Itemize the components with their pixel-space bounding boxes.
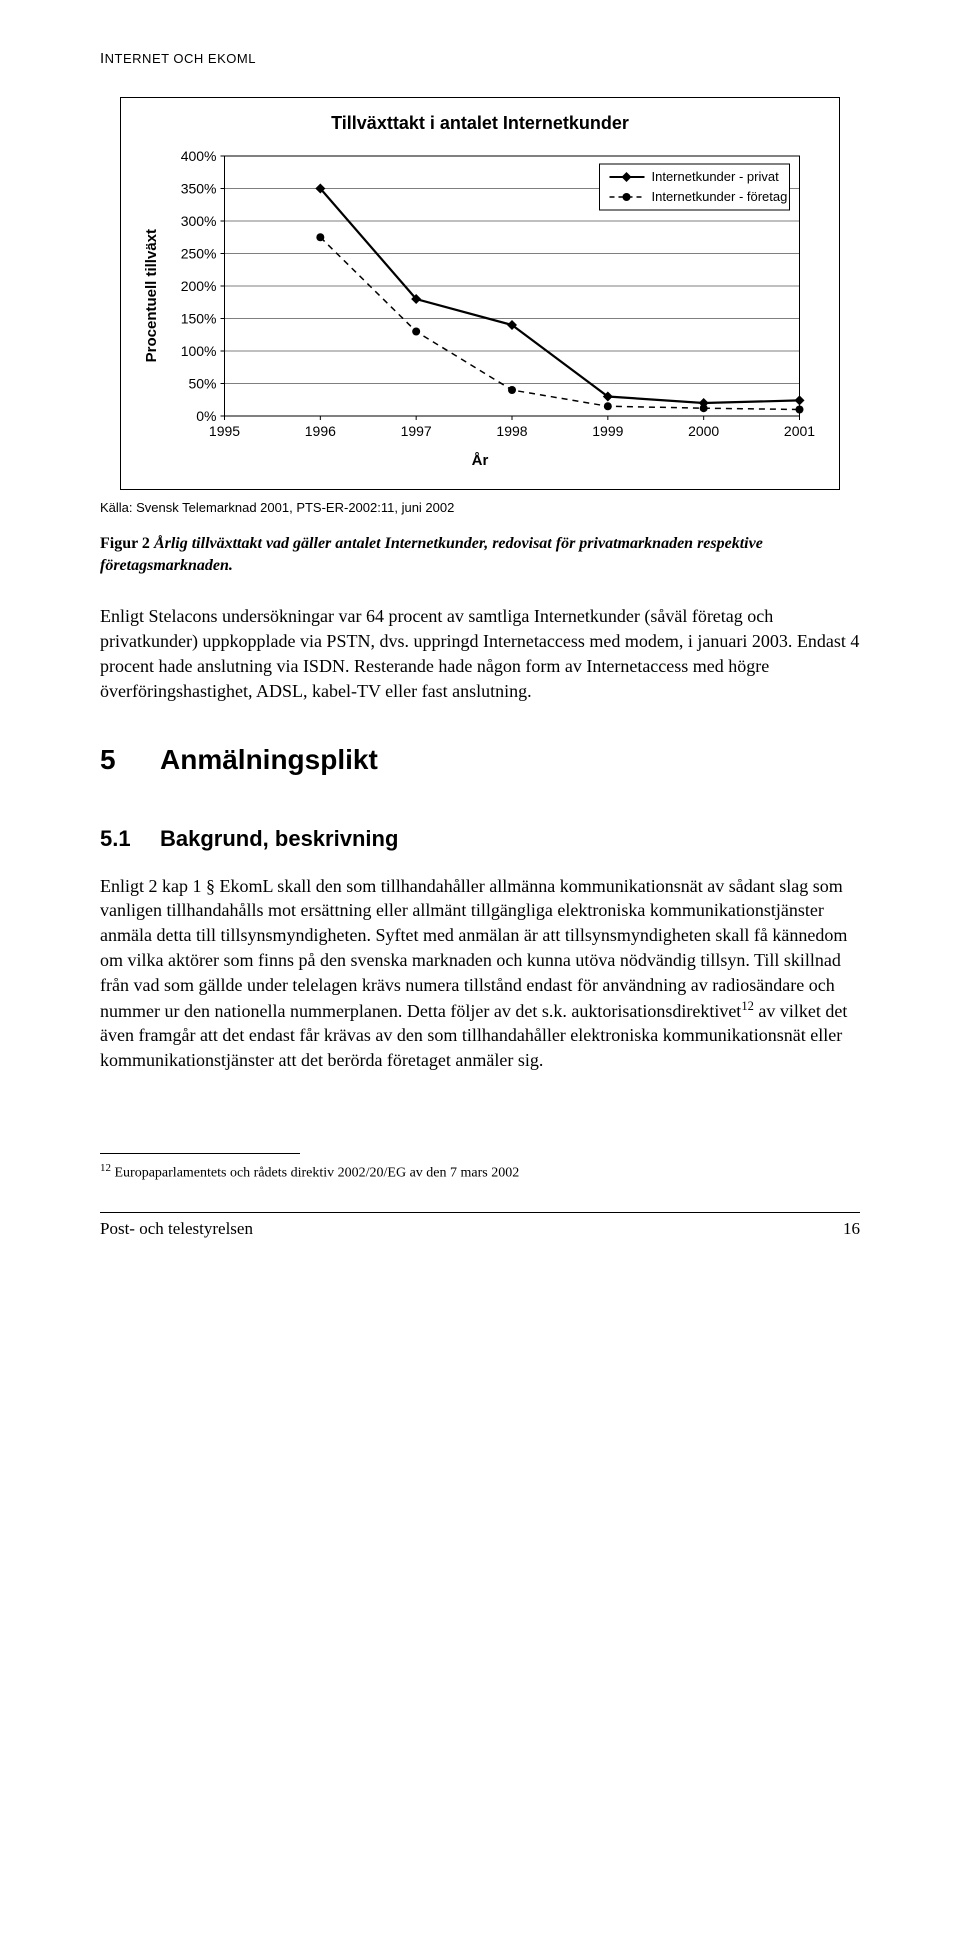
line-chart-svg: 0% 50% 100% 150% 200% 250% 300% 350% 400% 1995 199…: [160, 146, 819, 446]
running-header-text: NTERNET OCH EKOML: [105, 51, 256, 66]
footnote-ref-12: 12: [741, 999, 754, 1013]
svg-text:400%: 400%: [181, 148, 217, 164]
paragraph-2: Enligt 2 kap 1 § EkomL skall den som til…: [100, 874, 860, 1074]
chart-body: Procentuell tillväxt 0% 50% 100% 150% 200% 25…: [141, 146, 819, 446]
section-5-1-heading: 5.1Bakgrund, beskrivning: [100, 826, 860, 852]
svg-text:200%: 200%: [181, 278, 217, 294]
svg-text:1999: 1999: [592, 423, 623, 439]
figure-caption: Figur 2 Årlig tillväxttakt vad gäller an…: [100, 533, 860, 576]
svg-text:50%: 50%: [188, 376, 216, 392]
footnote-text: Europaparlamentets och rådets direktiv 2…: [111, 1166, 519, 1181]
footer-left: Post- och telestyrelsen: [100, 1219, 253, 1239]
figure-text: Årlig tillväxttakt vad gäller antalet In…: [100, 535, 763, 574]
page-footer: Post- och telestyrelsen 16: [100, 1219, 860, 1239]
running-header: INTERNET OCH EKOML: [100, 50, 860, 67]
svg-text:300%: 300%: [181, 213, 217, 229]
svg-text:1996: 1996: [305, 423, 336, 439]
paragraph-2a: Enligt 2 kap 1 § EkomL skall den som til…: [100, 876, 847, 1021]
svg-text:350%: 350%: [181, 181, 217, 197]
paragraph-1: Enligt Stelacons undersökningar var 64 p…: [100, 604, 860, 703]
section-5-1-num: 5.1: [100, 826, 160, 852]
x-axis-label: År: [141, 452, 819, 469]
section-5-title: Anmälningsplikt: [160, 744, 378, 775]
svg-text:Internetkunder - privat: Internetkunder - privat: [652, 169, 780, 184]
section-5-num: 5: [100, 744, 160, 776]
svg-text:1997: 1997: [401, 423, 432, 439]
section-5-heading: 5Anmälningsplikt: [100, 744, 860, 776]
svg-text:250%: 250%: [181, 246, 217, 262]
svg-text:100%: 100%: [181, 343, 217, 359]
svg-text:1995: 1995: [209, 423, 240, 439]
footer-right: 16: [843, 1219, 860, 1239]
page: INTERNET OCH EKOML Tillväxttakt i antale…: [0, 0, 960, 1279]
svg-text:150%: 150%: [181, 311, 217, 327]
footnote-rule: [100, 1153, 300, 1154]
chart-title: Tillväxttakt i antalet Internetkunder: [141, 113, 819, 134]
svg-text:Internetkunder - företag: Internetkunder - företag: [652, 189, 788, 204]
svg-text:2000: 2000: [688, 423, 719, 439]
svg-text:0%: 0%: [196, 408, 216, 424]
chart-container: Tillväxttakt i antalet Internetkunder Pr…: [120, 97, 840, 490]
y-axis-label: Procentuell tillväxt: [141, 229, 160, 362]
footer-rule: [100, 1212, 860, 1213]
svg-text:1998: 1998: [496, 423, 527, 439]
svg-text:2001: 2001: [784, 423, 815, 439]
figure-label: Figur 2: [100, 535, 150, 552]
chart-source: Källa: Svensk Telemarknad 2001, PTS-ER-2…: [100, 500, 860, 515]
footnote-12: 12 Europaparlamentets och rådets direkti…: [100, 1162, 860, 1182]
footnote-num: 12: [100, 1162, 111, 1174]
section-5-1-title: Bakgrund, beskrivning: [160, 826, 398, 851]
